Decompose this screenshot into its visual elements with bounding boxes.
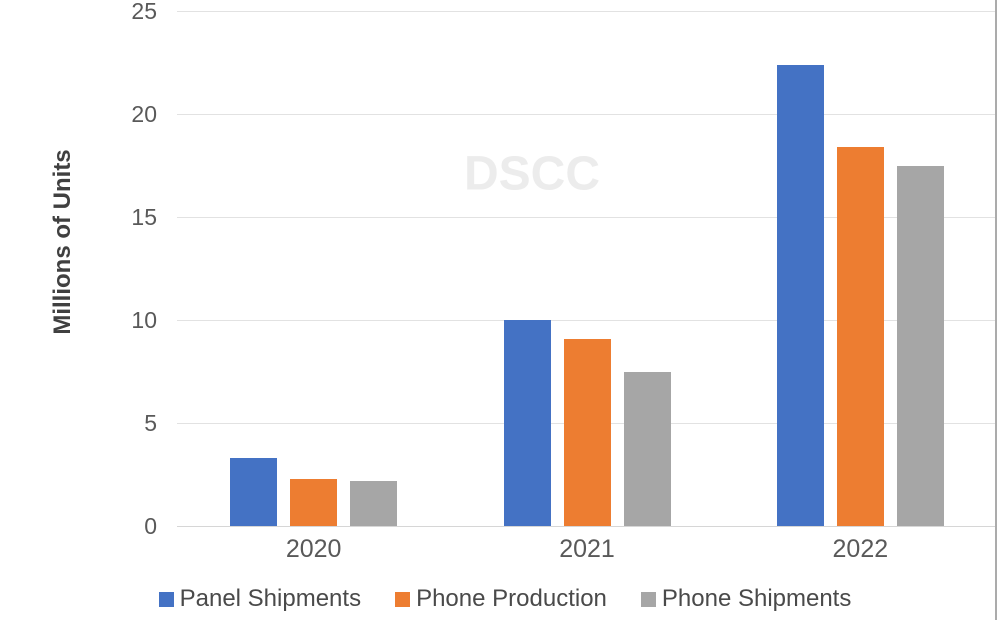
x-tick-label-2020: 2020 [285, 535, 342, 563]
gridline-y-20 [177, 114, 997, 115]
bar-phone-production-2020 [290, 478, 338, 526]
legend-label: Phone Production [416, 585, 607, 612]
bar-phone-shipments-2021 [623, 371, 671, 526]
legend-item-phone-production: Phone Production [395, 586, 607, 612]
legend-item-phone-shipments: Phone Shipments [640, 585, 852, 612]
y-tick-label-15: 15 [131, 204, 157, 230]
gridline-y-10 [177, 320, 997, 321]
legend-label: Panel Shipments [179, 585, 362, 612]
y-tick-label-10: 10 [131, 307, 157, 333]
bar-panel-shipments-2022 [776, 64, 824, 526]
watermark: DSCC [463, 147, 601, 201]
plot-area [177, 11, 997, 527]
y-tick-label-20: 20 [131, 101, 157, 127]
right-border-line [995, 0, 997, 620]
bar-phone-production-2021 [563, 338, 611, 526]
gridline-y-15 [177, 217, 997, 218]
y-tick-label-0: 0 [144, 513, 157, 539]
bar-phone-production-2022 [836, 146, 884, 526]
gridline-y-25 [177, 11, 997, 12]
legend-swatch-icon [158, 591, 174, 607]
legend-label: Phone Shipments [661, 585, 852, 612]
bar-phone-shipments-2020 [350, 480, 398, 526]
y-tick-label-25: 25 [131, 0, 157, 24]
bar-phone-shipments-2022 [896, 165, 944, 526]
legend: Panel Shipments Phone Production Phone Shi… [0, 586, 1000, 612]
x-tick-label-2022: 2022 [832, 535, 889, 563]
y-tick-label-5: 5 [144, 410, 157, 436]
bar-panel-shipments-2020 [230, 458, 278, 526]
bar-panel-shipments-2021 [503, 320, 551, 526]
legend-item-panel-shipments: Panel Shipments [158, 585, 362, 612]
x-tick-label-2021: 2021 [559, 535, 615, 563]
legend-swatch-icon [640, 591, 656, 607]
legend-swatch-icon [395, 591, 411, 607]
y-axis-title: Millions of Units [49, 149, 76, 335]
x-axis-line [177, 526, 997, 527]
